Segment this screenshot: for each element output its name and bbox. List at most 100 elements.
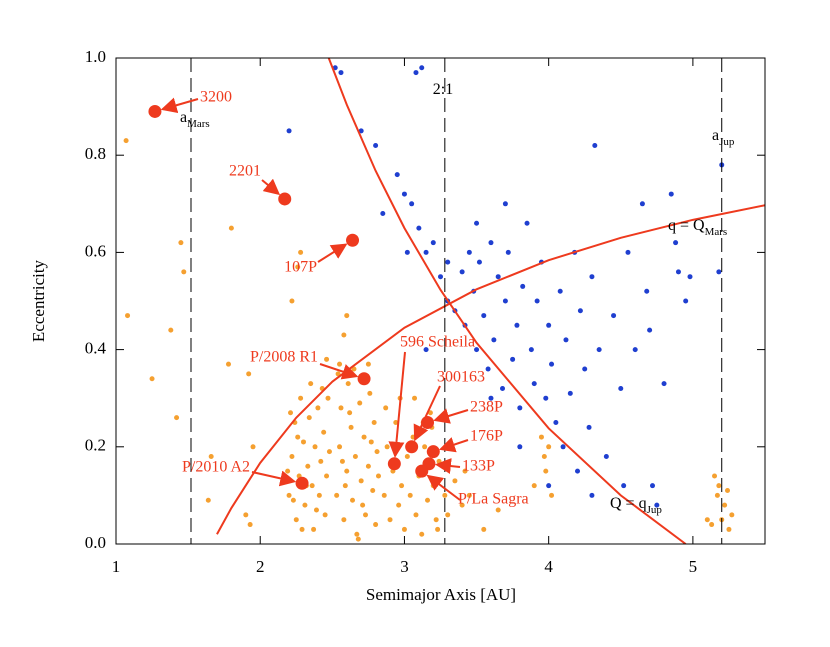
object-label: P/2008 R1 xyxy=(250,349,318,366)
y-tick-label: 0.6 xyxy=(85,241,106,260)
data-point xyxy=(683,298,689,304)
reference-label: 2:1 xyxy=(433,81,453,98)
data-point xyxy=(419,531,425,537)
annotation-arrow xyxy=(434,458,461,475)
object-label: P/2010 A2 xyxy=(182,459,250,476)
data-point xyxy=(644,288,650,294)
data-point xyxy=(337,361,343,367)
object-label: 107P xyxy=(284,259,317,276)
data-point xyxy=(589,492,595,498)
data-point xyxy=(286,492,292,498)
object-label: 133P xyxy=(462,458,495,475)
data-point xyxy=(481,313,487,319)
data-point xyxy=(534,298,540,304)
data-point xyxy=(290,497,296,503)
data-point xyxy=(358,478,364,484)
data-point xyxy=(433,517,439,523)
data-point xyxy=(352,454,358,460)
data-point xyxy=(543,395,549,401)
y-tick-label: 0.4 xyxy=(85,339,107,358)
data-point xyxy=(374,449,380,455)
data-point xyxy=(485,366,491,372)
data-point xyxy=(726,526,732,532)
data-point xyxy=(560,444,566,450)
data-point xyxy=(712,473,718,479)
data-point xyxy=(321,429,327,435)
data-point xyxy=(661,381,667,387)
data-point xyxy=(404,249,410,255)
data-point xyxy=(577,308,583,314)
data-point xyxy=(474,220,480,226)
data-point xyxy=(625,249,631,255)
x-axis-label: Semimajor Axis [AU] xyxy=(366,585,516,604)
data-point xyxy=(419,65,425,71)
object-label: 238P xyxy=(470,399,503,416)
data-point xyxy=(567,390,573,396)
reference-label-main: a xyxy=(712,127,719,144)
data-point xyxy=(589,274,595,280)
data-point xyxy=(316,492,322,498)
data-point xyxy=(394,172,400,178)
data-point xyxy=(125,313,131,319)
data-point xyxy=(488,395,494,401)
data-point xyxy=(335,371,341,377)
data-point xyxy=(647,327,653,333)
annotation-arrow xyxy=(433,408,469,424)
named-object xyxy=(148,104,162,118)
data-point xyxy=(549,361,555,367)
data-point xyxy=(575,468,581,474)
data-point xyxy=(611,313,617,319)
y-tick-label: 0.2 xyxy=(85,436,106,455)
data-point xyxy=(716,483,722,489)
data-point xyxy=(413,512,419,518)
data-point xyxy=(367,390,373,396)
data-point xyxy=(305,463,311,469)
data-point xyxy=(354,531,360,537)
y-tick-label: 1.0 xyxy=(85,47,106,66)
reference-label-sub: Jup xyxy=(719,136,735,148)
data-point xyxy=(341,517,347,523)
data-point xyxy=(546,444,552,450)
x-tick-label: 5 xyxy=(689,557,698,576)
data-point xyxy=(375,473,381,479)
data-point xyxy=(168,327,174,333)
data-point xyxy=(546,322,552,328)
data-point xyxy=(373,522,379,528)
data-point xyxy=(401,526,407,532)
data-point xyxy=(553,420,559,425)
reference-label-main: a xyxy=(180,109,187,126)
data-point xyxy=(422,444,428,450)
data-point xyxy=(347,410,353,416)
named-object xyxy=(421,416,435,429)
data-point xyxy=(337,444,343,450)
data-point xyxy=(309,483,315,489)
curve-label-sub: Jup xyxy=(647,504,663,516)
object-label: 3200 xyxy=(200,89,232,106)
data-point xyxy=(582,366,588,372)
data-point xyxy=(384,444,390,450)
annotation-arrow xyxy=(317,243,348,263)
data-point xyxy=(308,381,314,387)
reference-label: aMars xyxy=(180,109,210,130)
data-point xyxy=(466,492,472,498)
data-point xyxy=(299,526,305,532)
annotation-arrow xyxy=(319,363,359,380)
data-point xyxy=(714,492,720,498)
data-point xyxy=(250,444,256,450)
data-point xyxy=(387,517,393,523)
data-point xyxy=(371,420,377,425)
data-point xyxy=(404,454,410,460)
data-point xyxy=(596,347,602,353)
data-point xyxy=(673,240,679,246)
named-object xyxy=(387,457,401,471)
data-point xyxy=(481,526,487,532)
data-point xyxy=(650,483,656,489)
data-point xyxy=(459,502,465,508)
data-point xyxy=(300,439,306,445)
data-point xyxy=(430,240,436,246)
data-point xyxy=(517,444,523,450)
data-point xyxy=(722,502,728,508)
data-point xyxy=(639,201,645,207)
data-point xyxy=(334,492,340,498)
